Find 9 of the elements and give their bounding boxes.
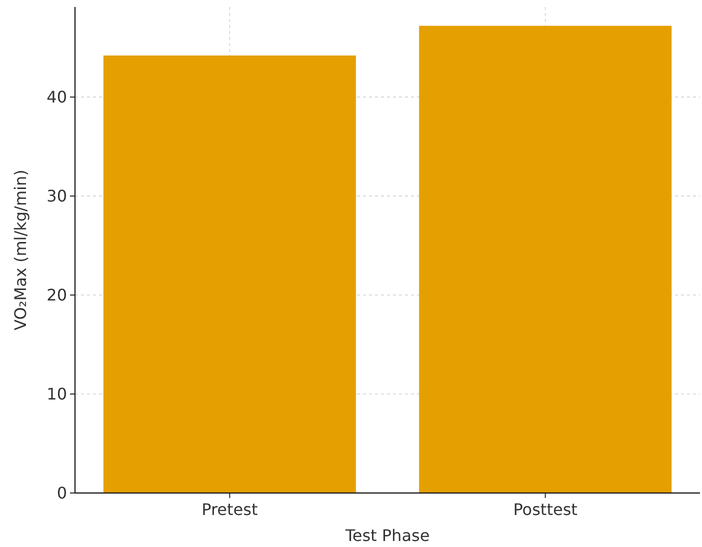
x-tick-label: Pretest <box>202 500 258 519</box>
x-axis-title: Test Phase <box>344 526 430 545</box>
y-tick-label: 10 <box>46 384 67 404</box>
y-tick-label: 30 <box>46 186 67 206</box>
y-tick-label: 0 <box>56 484 67 503</box>
x-tick-label: Posttest <box>513 500 578 519</box>
y-tick-label: 40 <box>46 88 67 107</box>
y-axis-title: VO₂Max (ml/kg/min) <box>11 170 30 330</box>
y-tick-label: 20 <box>46 286 67 305</box>
